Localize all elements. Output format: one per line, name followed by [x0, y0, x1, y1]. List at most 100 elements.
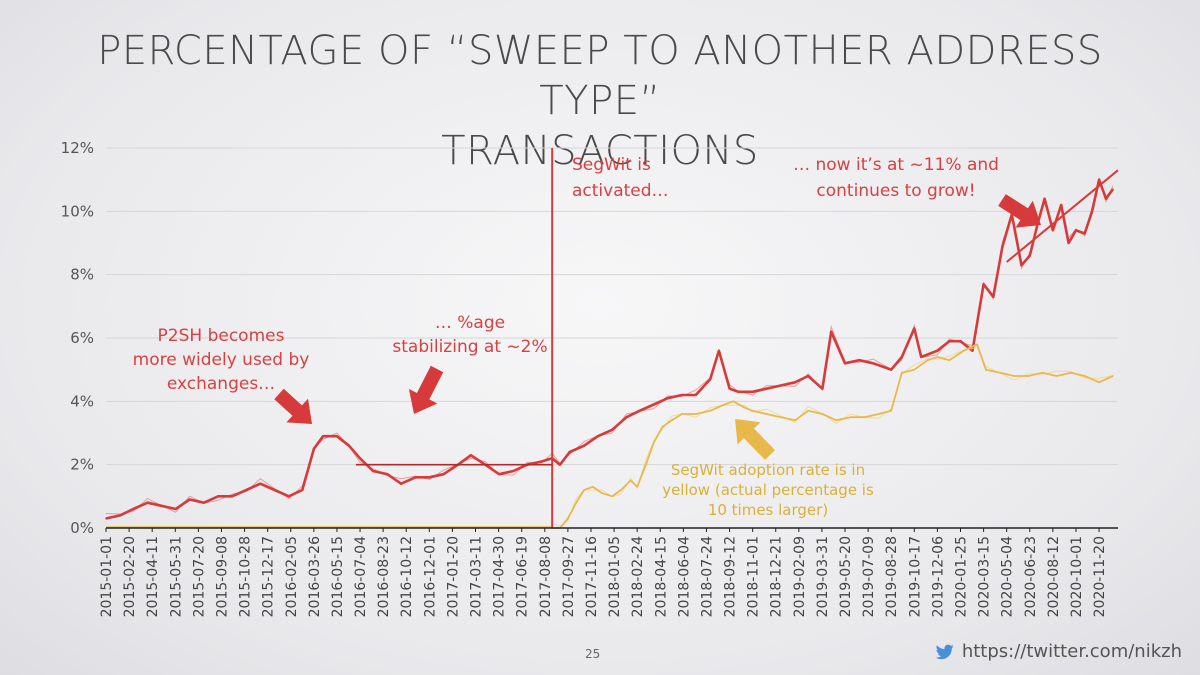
data-point: [592, 486, 594, 488]
x-tick-label: 2016-03-26: [307, 536, 323, 617]
data-point: [629, 479, 632, 482]
x-tick-label: 2019-07-09: [861, 536, 877, 617]
data-point: [512, 470, 515, 472]
data-point: [872, 362, 874, 365]
data-point: [1041, 372, 1044, 374]
data-point: [737, 391, 740, 393]
x-tick-label: 2016-05-15: [330, 536, 346, 617]
data-point: [985, 368, 987, 371]
twitter-credit-text: https://twitter.com/nikzh: [961, 641, 1182, 662]
data-point: [728, 387, 731, 390]
x-tick-label: 2019-10-17: [907, 536, 923, 617]
y-tick-label: 4%: [70, 392, 94, 410]
x-tick-label: 2018-09-12: [723, 536, 739, 617]
data-point: [877, 413, 880, 415]
data-point: [751, 391, 754, 393]
data-point: [322, 435, 324, 437]
data-point: [830, 330, 832, 333]
data-point: [959, 340, 962, 342]
data-point: [174, 508, 177, 510]
data-point: [1112, 375, 1114, 377]
data-point: [913, 327, 916, 330]
annotation-p2sh: exchanges…: [167, 374, 275, 394]
data-point: [890, 410, 893, 412]
data-point: [1067, 242, 1070, 244]
data-point: [913, 368, 916, 371]
x-tick-label: 2017-11-16: [584, 536, 600, 617]
data-point: [936, 349, 939, 352]
data-point: [160, 505, 163, 507]
data-point: [132, 508, 135, 510]
data-point: [597, 435, 599, 437]
arrow-p2sh-icon: [274, 388, 312, 424]
data-point: [926, 359, 929, 361]
arrow-now-11-icon: [998, 194, 1041, 228]
data-point: [1028, 254, 1031, 257]
data-point: [948, 359, 951, 361]
page-number: 25: [585, 647, 601, 661]
x-tick-label: 2019-08-28: [884, 536, 900, 617]
x-tick-label: 2016-10-12: [399, 536, 415, 617]
data-point: [301, 489, 304, 491]
data-point: [807, 375, 809, 377]
data-point: [1083, 375, 1086, 377]
x-tick-label: 2015-10-28: [238, 536, 254, 617]
data-point: [1098, 381, 1100, 384]
data-point: [1027, 375, 1030, 377]
slide-title: PERCENTAGE OF “SWEEP TO ANOTHER ADDRESS …: [60, 26, 1140, 176]
data-point: [288, 495, 290, 498]
data-point: [936, 356, 939, 358]
data-point: [636, 486, 638, 488]
slide-title-line-1: PERCENTAGE OF “SWEEP TO ANOTHER ADDRESS …: [97, 28, 1103, 124]
annotation-segwit-yellow: 10 times larger): [708, 501, 828, 519]
data-point: [901, 372, 903, 374]
twitter-credit[interactable]: https://twitter.com/nikzh: [935, 641, 1182, 662]
data-point: [835, 419, 838, 422]
x-tick-label: 2018-07-24: [699, 536, 715, 617]
data-point: [372, 470, 374, 472]
annotation-segwit-yellow: SegWit adoption rate is in: [671, 461, 865, 479]
x-tick-label: 2016-07-04: [353, 536, 369, 617]
data-point: [653, 441, 655, 444]
x-tick-label: 2015-01-01: [99, 536, 115, 617]
annotation-now-11: continues to grow!: [816, 181, 975, 201]
data-point: [1075, 229, 1077, 232]
x-tick-label: 2020-11-20: [1092, 536, 1108, 617]
y-tick-label: 6%: [70, 329, 94, 347]
y-tick-label: 12%: [61, 139, 94, 157]
data-point: [400, 482, 402, 485]
data-point: [794, 419, 796, 422]
data-point: [583, 444, 585, 447]
series-noise: [105, 177, 1114, 515]
arrow-stabilizing-icon: [408, 365, 444, 414]
data-point: [1070, 372, 1072, 374]
data-point: [259, 482, 262, 485]
data-point: [992, 296, 995, 298]
arrow-segwit-adoption-icon: [735, 419, 775, 460]
annotation-now-11: … now it’s at ~11% and: [793, 155, 999, 175]
data-point: [414, 476, 417, 479]
data-point: [313, 448, 315, 450]
data-point: [1001, 245, 1004, 247]
data-point: [661, 425, 664, 428]
x-tick-label: 2020-01-25: [953, 536, 969, 617]
twitter-bird-icon: [935, 644, 954, 659]
data-point: [1055, 375, 1058, 377]
data-point: [718, 349, 720, 352]
data-point: [780, 416, 782, 418]
x-tick-label: 2016-08-23: [376, 536, 392, 617]
y-tick-label: 10%: [61, 202, 94, 220]
annotation-p2sh: P2SH becomes: [158, 326, 285, 346]
data-point: [567, 517, 569, 520]
y-tick-label: 2%: [70, 456, 94, 474]
data-point: [962, 349, 965, 352]
x-tick-label: 2016-12-01: [422, 536, 438, 617]
data-point: [625, 416, 628, 418]
data-point: [575, 501, 578, 504]
data-point: [1013, 375, 1015, 377]
y-tick-label: 8%: [70, 266, 94, 284]
data-point: [858, 359, 861, 361]
x-tick-label: 2020-08-12: [1046, 536, 1062, 617]
data-point: [743, 406, 746, 409]
